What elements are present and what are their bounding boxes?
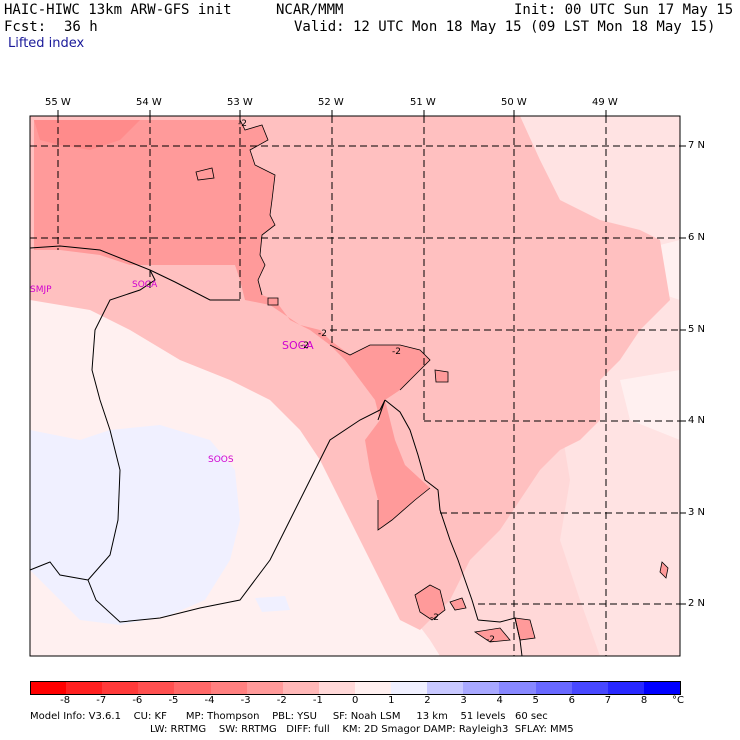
lon-label: 50 W (501, 97, 527, 108)
colorbar-swatch (66, 681, 103, 695)
colorbar-label: -3 (241, 695, 251, 706)
lat-label: 6 N (688, 232, 705, 243)
colorbar-label: -7 (96, 695, 106, 706)
colorbar-label: -1 (313, 695, 323, 706)
lon-label: 54 W (136, 97, 162, 108)
colorbar-label: 8 (641, 695, 647, 706)
lon-label: 55 W (45, 97, 71, 108)
colorbar-swatch (319, 681, 356, 695)
contour-label: -2 (486, 635, 495, 645)
lon-label: 52 W (318, 97, 344, 108)
colorbar-label: 5 (533, 695, 539, 706)
lat-label: 7 N (688, 140, 705, 151)
colorbar-swatch (102, 681, 139, 695)
lat-label: 4 N (688, 415, 705, 426)
colorbar-swatch (355, 681, 392, 695)
lon-label: 51 W (410, 97, 436, 108)
colorbar-label: 6 (569, 695, 575, 706)
lon-label: 49 W (592, 97, 618, 108)
colorbar-label: -5 (168, 695, 178, 706)
colorbar-swatch (427, 681, 464, 695)
colorbar-label: 4 (496, 695, 502, 706)
colorbar-label: -2 (277, 695, 287, 706)
station-soga: SOGA (282, 339, 314, 352)
lon-label: 53 W (227, 97, 253, 108)
colorbar-swatch (644, 681, 682, 695)
colorbar-swatch (536, 681, 573, 695)
lat-label: 2 N (688, 598, 705, 609)
colorbar-swatch (283, 681, 320, 695)
colorbar-swatch (138, 681, 175, 695)
colorbar-label: 1 (388, 695, 394, 706)
contour-label: -2 (430, 613, 439, 623)
colorbar-swatch (608, 681, 645, 695)
contour-label: -2 (238, 119, 247, 129)
station-soca: SOCA (132, 280, 158, 290)
colorbar-label: -8 (60, 695, 70, 706)
contour-label: -2 (318, 329, 327, 339)
model-info-line2: LW: RRTMG SW: RRTMG DIFF: full KM: 2D Sm… (150, 724, 574, 735)
colorbar-label: 7 (605, 695, 611, 706)
colorbar-label: -6 (132, 695, 142, 706)
model-info-line1: Model Info: V3.6.1 CU: KF MP: Thompson P… (30, 711, 548, 722)
colorbar-label: 3 (460, 695, 466, 706)
station-soos: SOOS (208, 455, 234, 465)
colorbar-unit: °C (672, 695, 684, 706)
colorbar-swatch (391, 681, 428, 695)
colorbar-swatch (499, 681, 536, 695)
colorbar-swatch (247, 681, 284, 695)
shade-patch-tiny (268, 298, 278, 305)
colorbar-label: 0 (352, 695, 358, 706)
colorbar-swatch (572, 681, 609, 695)
contour-label: -2 (300, 341, 309, 351)
colorbar-swatch (174, 681, 211, 695)
colorbar-swatch (30, 681, 68, 695)
colorbar-label: -4 (205, 695, 215, 706)
lat-label: 3 N (688, 507, 705, 518)
colorbar-label: 2 (424, 695, 430, 706)
lat-label: 5 N (688, 324, 705, 335)
station-smjp: SMJP (30, 285, 52, 295)
contour-label: -2 (392, 347, 401, 357)
colorbar-swatch (463, 681, 500, 695)
colorbar-swatch (211, 681, 248, 695)
